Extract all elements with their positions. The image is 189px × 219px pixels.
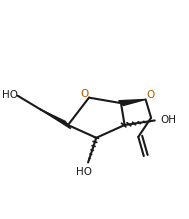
Polygon shape	[41, 110, 71, 129]
Text: OH: OH	[160, 115, 177, 125]
Text: O: O	[146, 90, 154, 100]
Text: HO: HO	[2, 90, 19, 99]
Text: HO: HO	[76, 167, 92, 177]
Polygon shape	[119, 99, 146, 106]
Text: O: O	[80, 89, 89, 99]
